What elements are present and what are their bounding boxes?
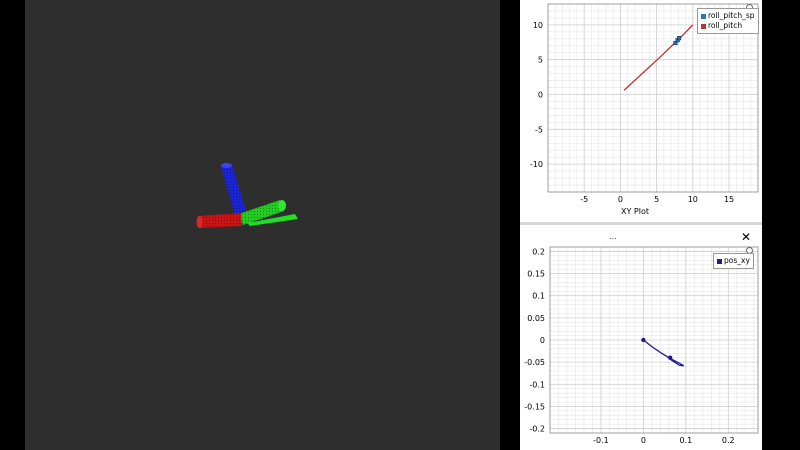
y-tick-label: 0.15 [527,270,545,279]
panel-splitter[interactable] [520,222,762,225]
legend-label: pos_xy [724,256,750,265]
legend-swatch [717,258,722,264]
y-tick-label: 0.2 [532,247,545,256]
setpoint-marker [673,40,678,46]
legend-swatch [701,23,706,29]
y-tick-label: 10 [533,21,543,30]
legend-label: roll_pitch_sp [708,11,755,20]
series-line-pos_xy [642,339,685,367]
y-tick-label: -0.2 [529,425,545,434]
red-axis-cylinder [196,213,242,228]
panel-gap [500,0,520,450]
x-tick-label: -5 [580,195,588,204]
y-tick-label: 0.05 [527,314,545,323]
position-marker [667,355,673,360]
y-tick-label: 0.1 [532,292,545,301]
y-tick-label: -0.15 [524,402,545,411]
x-axis-label: XY Plot [621,207,649,216]
y-tick-label: 0 [538,91,543,100]
x-tick-label: 0 [641,436,646,445]
pos-xy-plot[interactable]: -0.1 0 0.1 0.2 0.2 0.15 0.1 0.05 0 -0.05 -0.1 -0.15… [520,225,762,450]
plot-frame [549,246,759,434]
xy-plot-panel-top[interactable]: -5 0 5 10 15 10 5 0 -5 -10 XY Plot roll_pitch_sp r… [520,0,762,222]
panel-title-dots: ... [609,232,617,241]
legend-item: roll_pitch_sp [701,11,755,21]
x-tick-label: -0.1 [593,436,609,445]
blue-axis-cylinder [221,163,246,214]
left-border [0,0,25,450]
y-tick-label: -0.1 [529,380,545,389]
legend-item: roll_pitch [701,21,755,31]
y-tick-label: 0 [540,336,545,345]
x-tick-label: 15 [724,195,734,204]
y-tick-label: -0.05 [524,358,545,367]
y-tick-label: 5 [538,56,543,65]
roll-pitch-xy-plot[interactable]: -5 0 5 10 15 10 5 0 -5 -10 XY Plot [520,0,762,222]
close-icon[interactable]: ✕ [741,230,752,244]
right-border [762,0,800,450]
x-tick-label: 0.2 [722,436,735,445]
x-tick-label: 0.1 [679,436,692,445]
3d-axes-view [196,163,298,228]
x-tick-label: 10 [688,195,698,204]
legend-swatch [701,13,706,19]
x-tick-label: 5 [654,195,659,204]
xy-plot-panel-bottom[interactable]: -0.1 0 0.1 0.2 0.2 0.15 0.1 0.05 0 -0.05 -0.1 -0.15… [520,225,762,450]
bottom-plot-legend: pos_xy [713,253,754,269]
legend-item: pos_xy [717,256,750,266]
position-marker [641,337,646,343]
green-axis-cylinder [239,200,286,225]
green-trail [247,214,298,226]
plot-frame [547,3,759,193]
y-tick-label: -10 [530,160,543,169]
legend-label: roll_pitch [708,21,743,30]
series-line-roll_pitch [623,24,694,91]
x-tick-label: 0 [618,195,623,204]
setpoint-marker [677,36,682,41]
3d-viewport[interactable] [25,0,500,450]
plot-grid [549,246,758,433]
y-tick-label: -5 [535,125,543,134]
top-plot-legend: roll_pitch_sp roll_pitch [697,8,759,34]
